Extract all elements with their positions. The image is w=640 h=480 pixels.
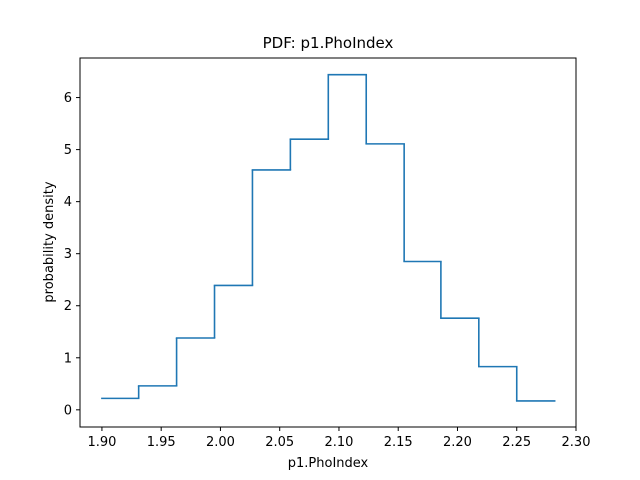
x-tick-label-3: 2.05 — [265, 435, 294, 450]
x-tick-label-4: 2.10 — [324, 435, 353, 450]
x-axis: 1.90 1.95 2.00 2.05 2.10 2.15 2.20 2.25 2.30 — [87, 427, 590, 450]
y-tick-label-1: 1 — [64, 351, 72, 366]
y-tick-label-3: 3 — [64, 247, 72, 262]
y-tick-label-6: 6 — [64, 91, 72, 106]
chart-title: PDF: p1.PhoIndex — [263, 34, 394, 52]
y-tick-label-2: 2 — [64, 299, 72, 314]
plot-area — [101, 73, 556, 402]
y-tick-label-0: 0 — [64, 403, 72, 418]
x-tick-label-1: 1.95 — [147, 435, 176, 450]
x-tick-label-2: 2.00 — [206, 435, 235, 450]
x-tick-label-6: 2.20 — [443, 435, 472, 450]
x-tick-label-5: 2.15 — [384, 435, 413, 450]
y-axis: 0 1 2 3 4 5 6 — [64, 91, 80, 418]
x-axis-label: p1.PhoIndex — [288, 456, 369, 471]
plot-frame — [79, 57, 577, 428]
y-tick-label-4: 4 — [64, 195, 72, 210]
y-tick-label-5: 5 — [64, 143, 72, 158]
x-tick-label-7: 2.25 — [502, 435, 531, 450]
x-tick-label-8: 2.30 — [562, 435, 591, 450]
y-axis-label: probability density — [42, 181, 57, 302]
x-tick-label-0: 1.90 — [87, 435, 116, 450]
